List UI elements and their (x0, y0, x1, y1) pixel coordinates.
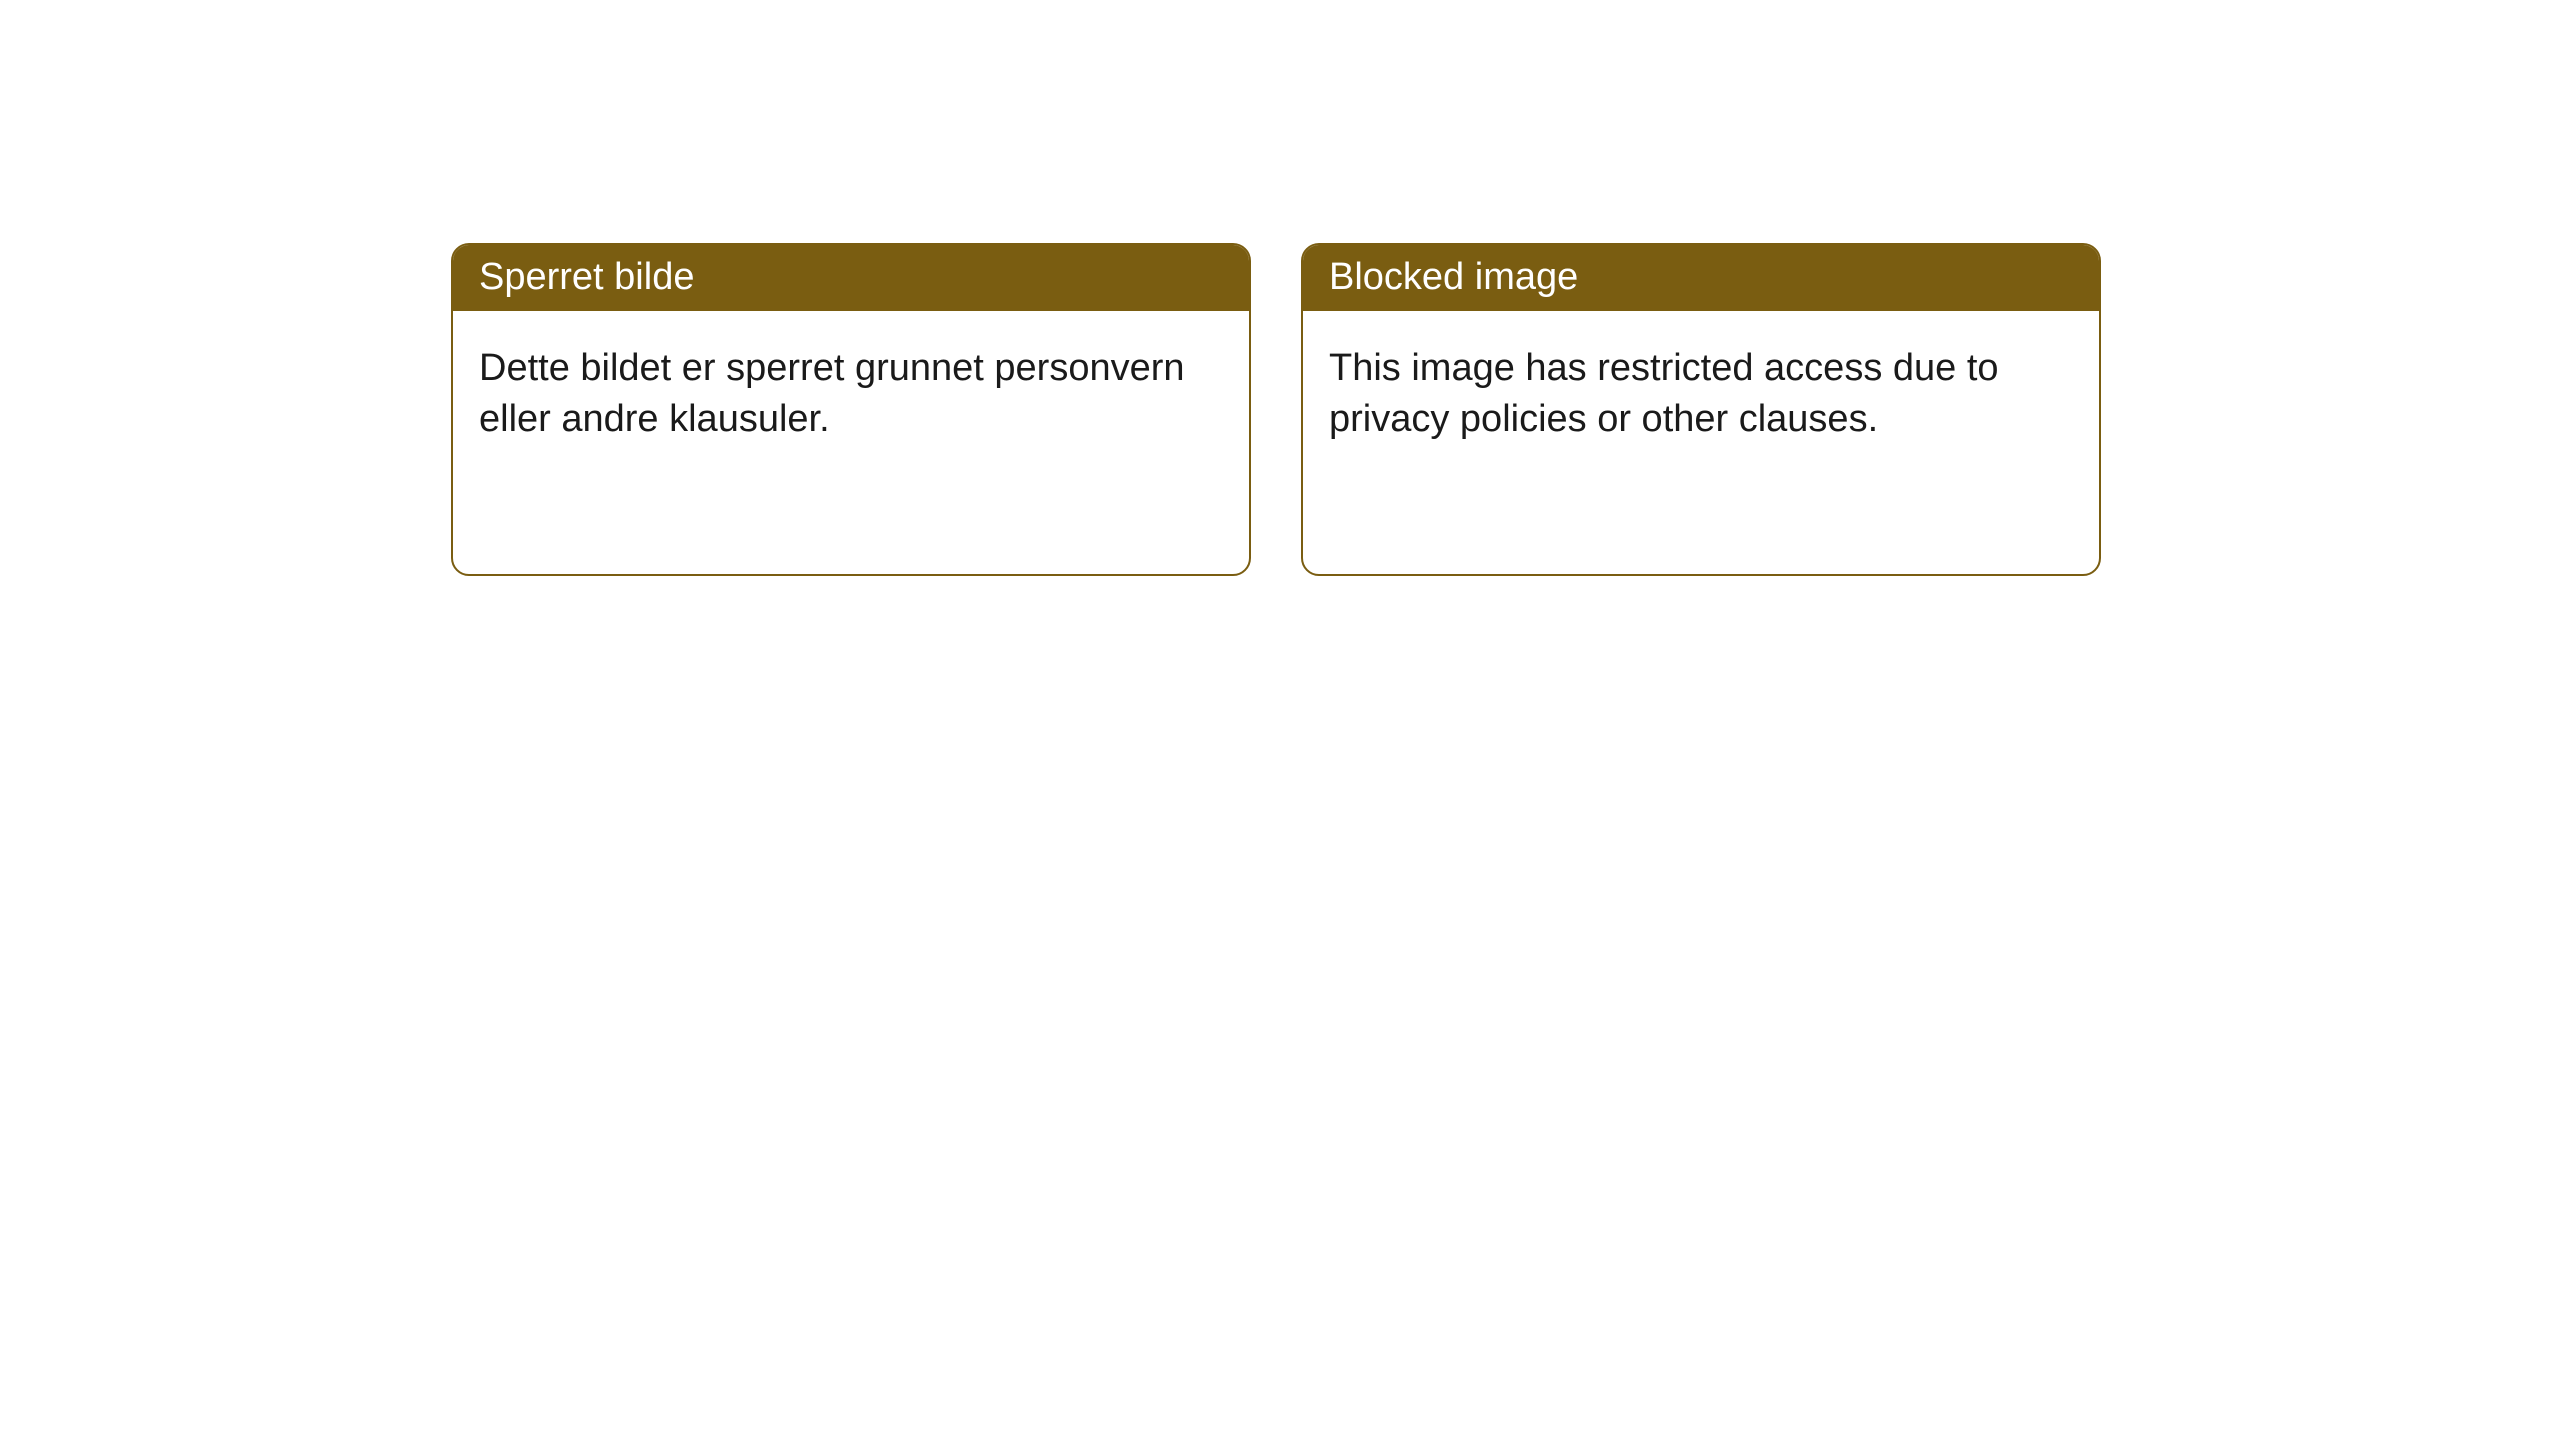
card-body-en: This image has restricted access due to … (1303, 311, 2099, 478)
notice-container: Sperret bilde Dette bildet er sperret gr… (451, 243, 2101, 576)
blocked-image-card-en: Blocked image This image has restricted … (1301, 243, 2101, 576)
card-body-text-no: Dette bildet er sperret grunnet personve… (479, 347, 1185, 440)
card-title-no: Sperret bilde (479, 256, 694, 298)
card-title-en: Blocked image (1329, 256, 1578, 298)
card-header-en: Blocked image (1303, 245, 2099, 311)
card-body-no: Dette bildet er sperret grunnet personve… (453, 311, 1249, 478)
card-header-no: Sperret bilde (453, 245, 1249, 311)
blocked-image-card-no: Sperret bilde Dette bildet er sperret gr… (451, 243, 1251, 576)
card-body-text-en: This image has restricted access due to … (1329, 347, 1999, 440)
